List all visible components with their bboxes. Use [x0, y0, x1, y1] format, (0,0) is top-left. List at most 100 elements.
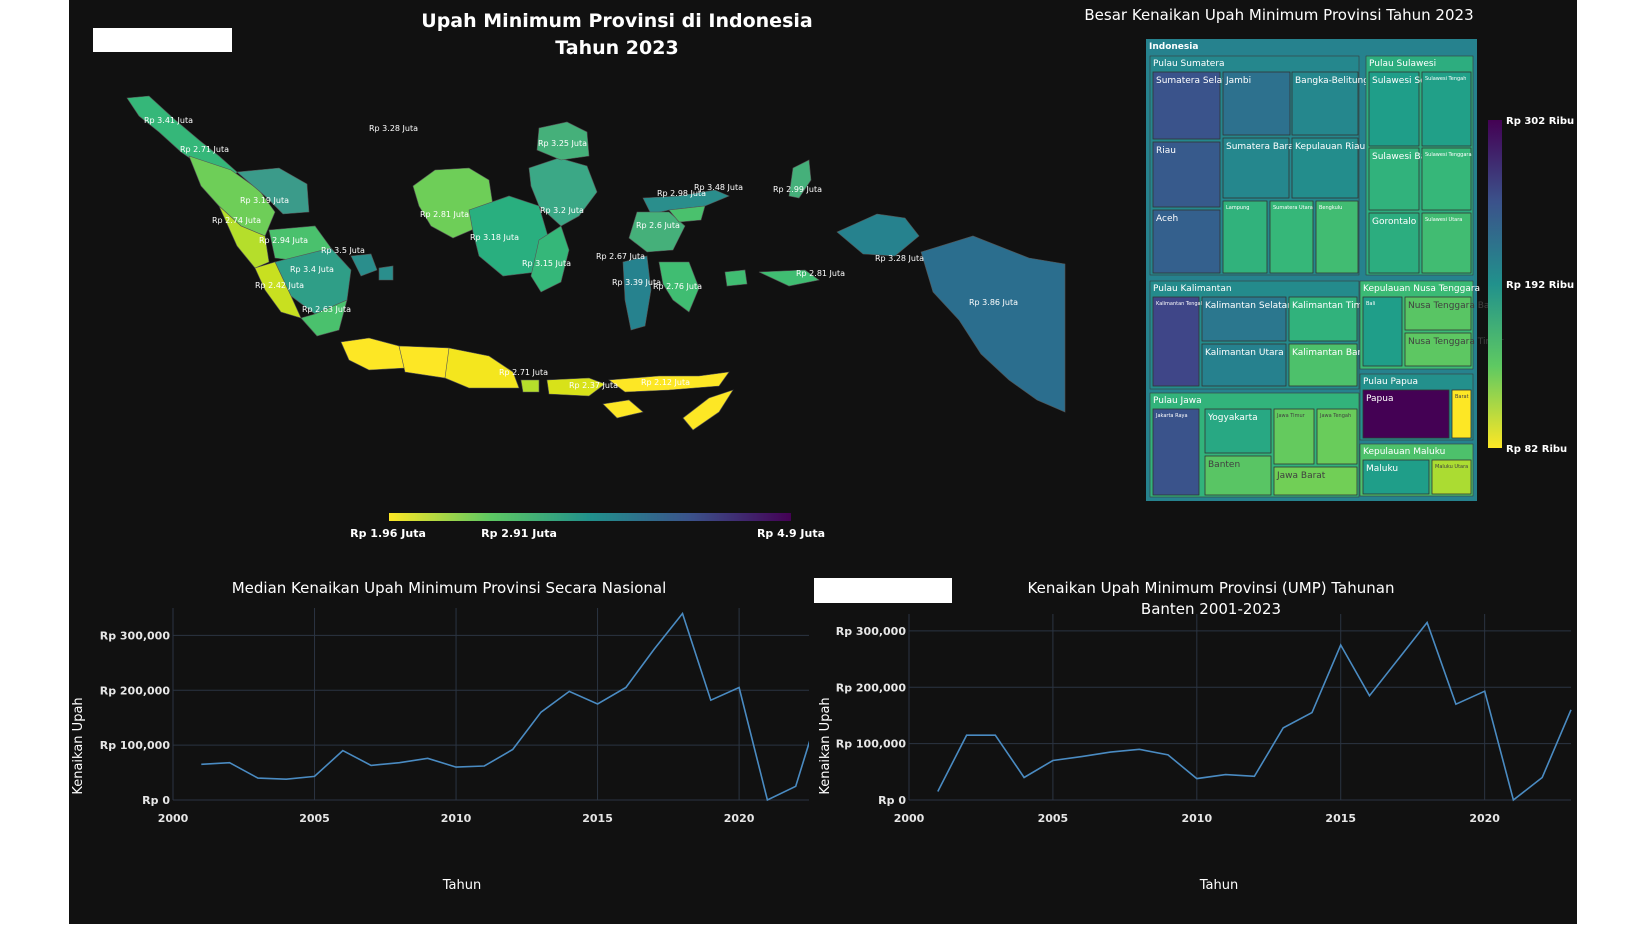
map-value-label: Rp 3.4 Juta [290, 265, 334, 274]
map-value-label: Rp 3.2 Juta [540, 206, 584, 215]
treemap-colorbar-tick-1: Rp 192 Ribu [1506, 280, 1574, 291]
line1-title: Median Kenaikan Upah Minimum Provinsi Se… [232, 579, 667, 597]
line1-series [201, 611, 825, 802]
treemap-cell[interactable] [1291, 137, 1359, 199]
blank-white-box-banten [814, 578, 952, 603]
island-sulawesi-south[interactable] [622, 255, 652, 331]
treemap-cell-label: Sumatera Selatan [1156, 76, 1237, 86]
treemap-cell[interactable] [1152, 209, 1221, 274]
island-timor[interactable] [682, 389, 734, 431]
map-colorbar-tick-2: Rp 4.9 Juta [757, 527, 825, 540]
island-belitung[interactable] [378, 265, 394, 281]
island-halmahera[interactable] [788, 159, 812, 199]
treemap-cell[interactable] [1421, 212, 1472, 274]
map-title: Upah Minimum Provinsi di Indonesia [421, 10, 812, 32]
island-sulawesi-southeast[interactable] [658, 261, 700, 313]
island-jawa-west[interactable] [340, 337, 406, 371]
treemap-cell[interactable] [1288, 296, 1358, 342]
island-buru[interactable] [724, 269, 748, 287]
treemap-cell[interactable] [1362, 296, 1403, 367]
treemap-cell[interactable] [1315, 200, 1359, 274]
island-ntt[interactable] [608, 371, 730, 393]
treemap-cell-label: Kalimantan Barat [1292, 348, 1371, 358]
treemap-colorbar [1488, 120, 1502, 448]
treemap-colorbar-tick-0: Rp 302 Ribu [1506, 116, 1574, 127]
map-value-label: Rp 3.25 Juta [538, 139, 587, 148]
banten-line-chart[interactable]: Kenaikan Upah Minimum Provinsi (UMP) Tah… [814, 548, 1577, 924]
treemap-cell[interactable] [1222, 137, 1290, 199]
treemap-cell[interactable] [1152, 141, 1221, 208]
map-value-label: Rp 2.71 Juta [499, 368, 548, 377]
treemap-cell-label: Bangka-Belitung [1295, 76, 1369, 86]
island-lampung[interactable] [300, 299, 348, 337]
island-sumatera-west[interactable] [218, 205, 270, 269]
treemap-cell[interactable] [1362, 389, 1450, 439]
island-bali[interactable] [520, 379, 540, 393]
map-value-label: Rp 2.12 Juta [641, 378, 690, 387]
island-papua-barat[interactable] [836, 213, 920, 257]
island-bangka[interactable] [350, 253, 378, 277]
treemap-cell[interactable] [1368, 71, 1420, 147]
treemap-cell-label: Kalimantan Utara [1205, 348, 1284, 358]
island-kalimantan-north[interactable] [536, 121, 590, 161]
map-value-label: Rp 3.28 Juta [875, 254, 924, 263]
treemap-cell[interactable] [1368, 147, 1420, 211]
treemap-cell[interactable] [1362, 459, 1430, 495]
treemap-cell-label: Kalimantan Timur [1292, 301, 1372, 311]
treemap-cell[interactable] [1152, 408, 1200, 496]
island-ntb[interactable] [546, 377, 606, 397]
map-value-label: Rp 2.63 Juta [302, 305, 351, 314]
y-tick-label: Rp 0 [142, 794, 170, 807]
island-jawa-east[interactable] [444, 347, 520, 389]
treemap-cell-label: Maluku Utara [1435, 464, 1468, 470]
treemap-cell[interactable] [1201, 296, 1287, 342]
treemap-cell[interactable] [1291, 71, 1359, 136]
treemap-cell-label: Kalimantan Tengah [1156, 301, 1204, 307]
treemap-cell[interactable] [1404, 296, 1472, 331]
x-tick-label: 2020 [1469, 812, 1500, 825]
treemap-chart[interactable]: Besar Kenaikan Upah Minimum Provinsi Tah… [1069, 0, 1577, 545]
island-sulawesi-central[interactable] [628, 211, 686, 253]
treemap-cell[interactable] [1368, 212, 1420, 274]
treemap-cell[interactable] [1404, 332, 1472, 367]
treemap-cell[interactable] [1431, 459, 1472, 495]
treemap-cell[interactable] [1222, 71, 1291, 136]
national-line-panel: Median Kenaikan Upah Minimum Provinsi Se… [69, 548, 825, 924]
treemap-cell[interactable] [1152, 296, 1200, 387]
island-sumatera-riau[interactable] [236, 167, 310, 215]
treemap-group-label: Pulau Sulawesi [1369, 59, 1436, 69]
treemap-cell-label: Jambi [1225, 76, 1251, 86]
line2-y-ticks: Rp 0 Rp 100,000 Rp 200,000 Rp 300,000 [836, 625, 907, 807]
treemap-cell[interactable] [1273, 466, 1358, 496]
treemap-cell[interactable] [1451, 389, 1472, 439]
x-tick-label: 2015 [1325, 812, 1356, 825]
treemap-cell[interactable] [1316, 408, 1358, 465]
treemap-cell[interactable] [1269, 200, 1314, 274]
island-papua[interactable] [920, 235, 1066, 413]
choropleth-map[interactable]: Upah Minimum Provinsi di Indonesia Tahun… [69, 0, 1069, 545]
treemap-cell-label: Papua [1366, 394, 1393, 404]
treemap-cell[interactable] [1152, 71, 1221, 140]
treemap-cell[interactable] [1222, 200, 1268, 274]
treemap-cell[interactable] [1204, 455, 1272, 496]
treemap-cell[interactable] [1201, 343, 1287, 387]
map-value-label: Rp 3.48 Juta [694, 183, 743, 192]
treemap-cell[interactable] [1288, 343, 1358, 387]
island-seram[interactable] [758, 269, 820, 287]
treemap-cell[interactable] [1421, 71, 1472, 147]
island-kalimantan-east[interactable] [528, 157, 598, 227]
national-line-chart[interactable]: Median Kenaikan Upah Minimum Provinsi Se… [69, 548, 825, 924]
treemap-cell-label: Maluku [1366, 464, 1398, 474]
x-tick-label: 2005 [1038, 812, 1069, 825]
treemap-cell-label: Kepulauan Riau [1295, 142, 1365, 152]
map-value-label: Rp 2.71 Juta [180, 145, 229, 154]
island-sumba[interactable] [602, 399, 644, 419]
treemap-cell[interactable] [1204, 408, 1272, 454]
treemap-group-label: Kepulauan Maluku [1363, 447, 1445, 457]
island-gorontalo[interactable] [668, 205, 706, 223]
treemap-cell[interactable] [1421, 147, 1472, 211]
treemap-cell[interactable] [1273, 408, 1315, 465]
x-tick-label: 2005 [299, 812, 330, 825]
map-value-label: Rp 2.81 Juta [796, 269, 845, 278]
map-islands [126, 95, 1066, 431]
